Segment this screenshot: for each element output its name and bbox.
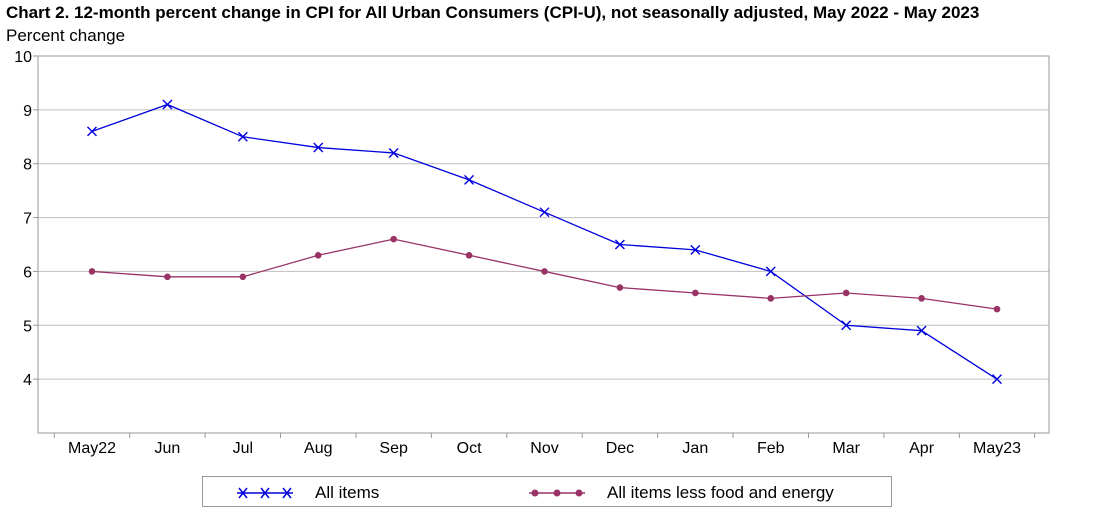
data-point	[541, 268, 548, 275]
y-tick-label: 7	[23, 211, 32, 228]
chart-title: Chart 2. 12-month percent change in CPI …	[6, 3, 980, 22]
x-tick-label: Jul	[233, 440, 253, 457]
legend-marker-core	[529, 489, 585, 496]
data-point	[390, 235, 397, 243]
data-point	[388, 147, 399, 158]
x-tick-label: Aug	[304, 440, 332, 457]
x-tick-label: May22	[68, 440, 116, 457]
data-point	[916, 325, 927, 336]
y-tick-label: 9	[23, 103, 32, 120]
data-point	[692, 289, 699, 297]
x-tick-label: Apr	[909, 440, 935, 457]
y-tick-label: 10	[14, 49, 32, 66]
series-core	[88, 235, 1001, 313]
data-point	[237, 131, 248, 142]
legend-marker-all-items	[237, 487, 293, 498]
x-tick-label: Mar	[832, 440, 860, 457]
legend: All items All items less food and energy	[202, 476, 892, 507]
data-point	[993, 305, 1001, 313]
x-tick-label: Feb	[757, 440, 785, 457]
series-line	[91, 103, 998, 380]
plot-frame	[37, 55, 1050, 434]
data-point	[539, 207, 550, 218]
x-tick-label: Jan	[682, 440, 708, 457]
data-point	[88, 268, 96, 275]
x-tick-label: Jun	[155, 440, 181, 457]
legend-label-all-items: All items	[315, 482, 380, 502]
y-tick-label: 4	[23, 372, 32, 389]
legend-label-core: All items less food and energy	[607, 482, 834, 502]
y-axis-label: Percent change	[6, 26, 126, 45]
data-point	[616, 284, 624, 291]
data-point	[690, 244, 701, 255]
x-tick-label: Sep	[379, 440, 408, 457]
data-point	[992, 374, 1002, 385]
x-tick-label: Nov	[530, 440, 558, 457]
x-tick-label: Oct	[457, 440, 482, 457]
data-point	[464, 174, 475, 185]
gridlines	[38, 55, 1049, 380]
data-point	[765, 266, 776, 277]
data-point	[767, 295, 775, 302]
data-point	[239, 273, 247, 281]
series-all-items	[87, 99, 1002, 385]
data-point	[842, 289, 850, 297]
legend-item-core: All items less food and energy	[527, 477, 834, 508]
legend-item-all-items: All items	[235, 477, 379, 508]
y-tick-label: 8	[23, 157, 32, 174]
x-tick-label: Dec	[606, 440, 634, 457]
y-tick-label: 6	[23, 264, 32, 281]
y-tick-label: 5	[23, 318, 32, 335]
data-point	[314, 251, 322, 259]
data-point	[313, 142, 324, 153]
data-point	[841, 320, 852, 331]
data-point	[162, 99, 173, 110]
series-layer	[87, 99, 1002, 385]
data-point	[614, 239, 625, 250]
y-axis-ticks: 4 5 6 7 8 9 10	[14, 49, 38, 389]
data-point	[87, 126, 97, 137]
x-tick-label: May23	[973, 440, 1021, 457]
data-point	[164, 273, 171, 281]
x-axis-ticks: May22 Jun Jul Aug Sep Oct Nov Dec Jan Feb Mar Apr Ma…	[53, 433, 1036, 457]
data-point	[465, 251, 473, 259]
data-point	[918, 295, 925, 302]
